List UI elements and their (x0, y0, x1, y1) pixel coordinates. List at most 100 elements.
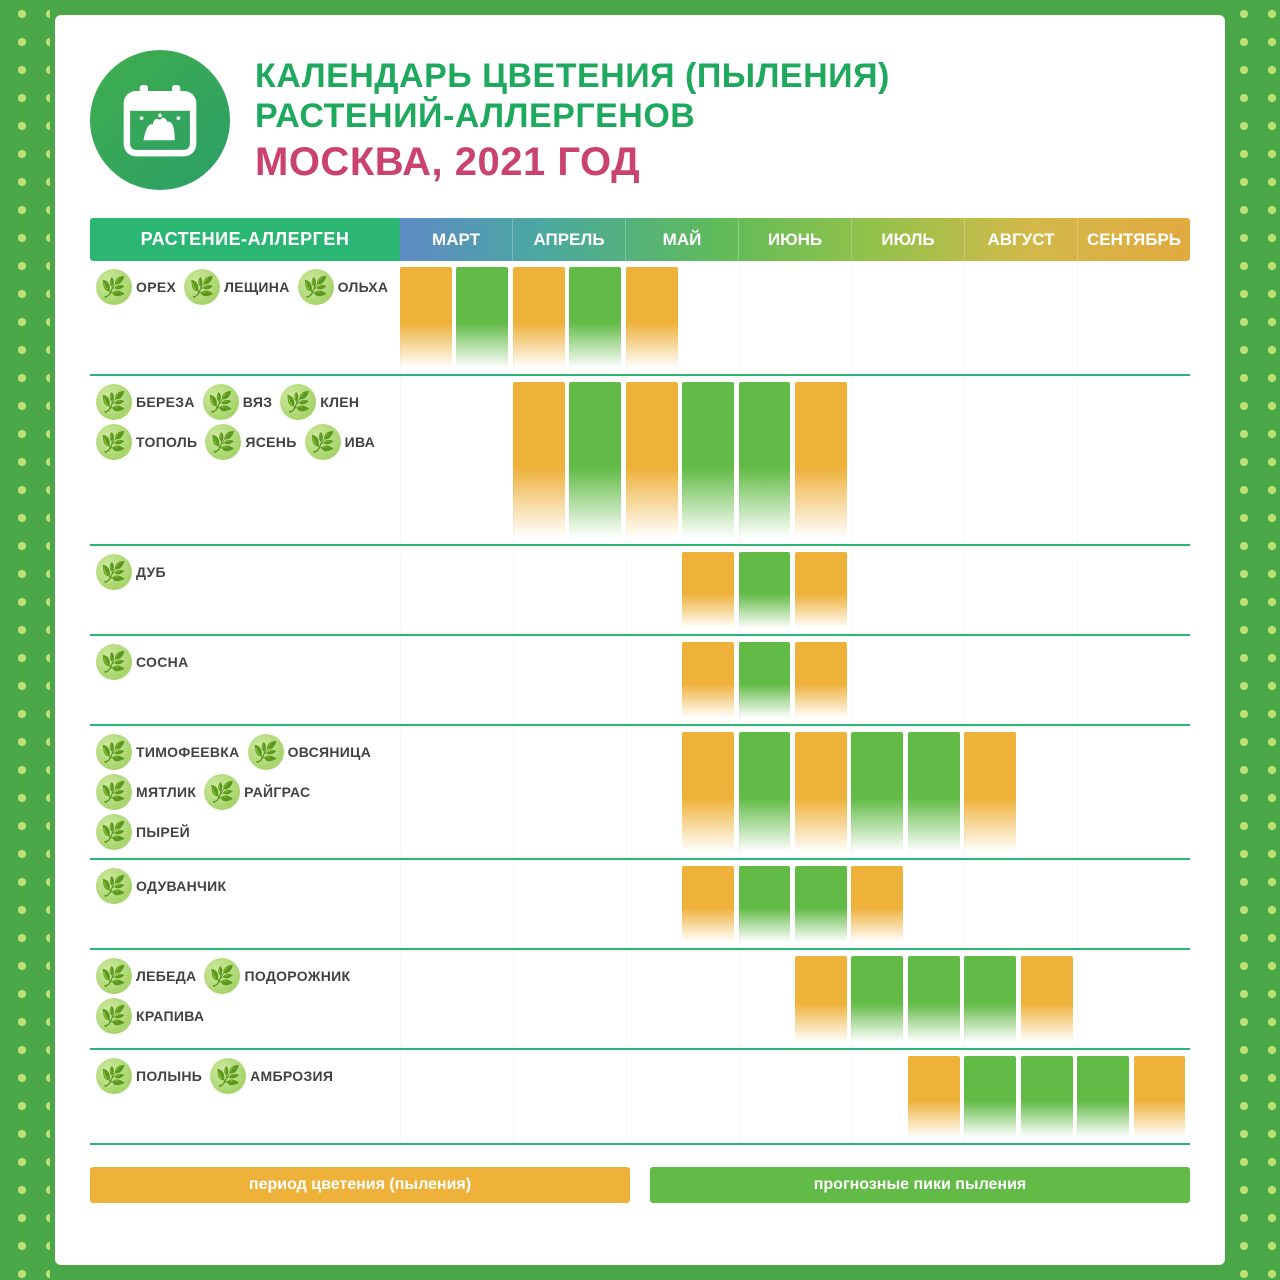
plant-label: 🌿БЕРЕЗА (96, 384, 195, 420)
segment-peak (795, 732, 847, 852)
calendar-row: 🌿ОРЕХ🌿ЛЕЩИНА🌿ОЛЬХА (90, 261, 1190, 376)
segment-period (851, 956, 903, 1042)
segment-peak (908, 1056, 960, 1137)
label-column-header: РАСТЕНИЕ-АЛЛЕРГЕН (90, 218, 400, 261)
plant-label: 🌿КРАПИВА (96, 998, 204, 1034)
segment-period (739, 382, 791, 538)
plant-name: ОДУВАНЧИК (136, 878, 226, 894)
row-bars (400, 1050, 1190, 1143)
title-line-1: КАЛЕНДАРЬ ЦВЕТЕНИЯ (ПЫЛЕНИЯ) (255, 56, 890, 96)
plant-label: 🌿ЯСЕНЬ (205, 424, 296, 460)
plant-name: ВЯЗ (243, 394, 273, 410)
plant-label: 🌿ВЯЗ (203, 384, 273, 420)
segment-peak (513, 382, 565, 538)
row-label: 🌿ДУБ (90, 546, 400, 634)
segment-peak (682, 552, 734, 628)
legend-item: период цветения (пыления) (90, 1167, 630, 1203)
row-label: 🌿ОРЕХ🌿ЛЕЩИНА🌿ОЛЬХА (90, 261, 400, 374)
segment-period (739, 642, 791, 718)
segment-peak (400, 267, 452, 368)
plant-name: МЯТЛИК (136, 784, 196, 800)
plant-label: 🌿ПОДОРОЖНИК (204, 958, 350, 994)
row-bars (400, 546, 1190, 634)
plant-icon: 🌿 (96, 554, 132, 590)
plant-name: ТОПОЛЬ (136, 434, 197, 450)
row-bars (400, 261, 1190, 374)
segment-period (739, 866, 791, 942)
plant-icon: 🌿 (96, 424, 132, 460)
segment-peak (964, 732, 1016, 852)
title-line-2: РАСТЕНИЙ-АЛЛЕРГЕНОВ (255, 96, 890, 136)
plant-name: АМБРОЗИЯ (250, 1068, 333, 1084)
segment-period (1077, 1056, 1129, 1137)
plant-label: 🌿ДУБ (96, 554, 166, 590)
plant-icon: 🌿 (96, 734, 132, 770)
plant-label: 🌿СОСНА (96, 644, 188, 680)
segment-peak (1134, 1056, 1186, 1137)
plant-label: 🌿РАЙГРАС (204, 774, 310, 810)
plant-name: ЯСЕНЬ (245, 434, 296, 450)
segment-period (682, 382, 734, 538)
month-header: АПРЕЛЬ (512, 218, 625, 261)
plant-icon: 🌿 (210, 1058, 246, 1094)
plant-name: ОЛЬХА (338, 279, 389, 295)
plant-icon: 🌿 (204, 774, 240, 810)
infographic-card: КАЛЕНДАРЬ ЦВЕТЕНИЯ (ПЫЛЕНИЯ) РАСТЕНИЙ-АЛ… (55, 15, 1225, 1265)
segment-period (908, 956, 960, 1042)
row-label: 🌿СОСНА (90, 636, 400, 724)
row-bars (400, 726, 1190, 858)
calendar-row: 🌿ТИМОФЕЕВКА🌿ОВСЯНИЦА🌿МЯТЛИК🌿РАЙГРАС🌿ПЫРЕ… (90, 726, 1190, 860)
plant-icon: 🌿 (96, 774, 132, 810)
segment-peak (513, 267, 565, 368)
calendar-row: 🌿ДУБ (90, 546, 1190, 636)
month-header: АВГУСТ (964, 218, 1077, 261)
segment-peak (682, 866, 734, 942)
calendar-row: 🌿ПОЛЫНЬ🌿АМБРОЗИЯ (90, 1050, 1190, 1145)
segment-peak (795, 552, 847, 628)
plant-label: 🌿ТОПОЛЬ (96, 424, 197, 460)
calendar-row: 🌿ОДУВАНЧИК (90, 860, 1190, 950)
plant-icon: 🌿 (96, 998, 132, 1034)
months-header: РАСТЕНИЕ-АЛЛЕРГЕН МАРТАПРЕЛЬМАЙИЮНЬИЮЛЬА… (90, 218, 1190, 261)
plant-icon: 🌿 (205, 424, 241, 460)
segment-period (908, 732, 960, 852)
row-label: 🌿ПОЛЫНЬ🌿АМБРОЗИЯ (90, 1050, 400, 1143)
segment-peak (626, 382, 678, 538)
row-label: 🌿ТИМОФЕЕВКА🌿ОВСЯНИЦА🌿МЯТЛИК🌿РАЙГРАС🌿ПЫРЕ… (90, 726, 400, 858)
plant-icon: 🌿 (305, 424, 341, 460)
plant-name: ПЫРЕЙ (136, 824, 190, 840)
legend-item: прогнозные пики пыления (650, 1167, 1190, 1203)
subtitle: МОСКВА, 2021 ГОД (255, 140, 890, 185)
plant-label: 🌿АМБРОЗИЯ (210, 1058, 333, 1094)
plant-label: 🌿ИВА (305, 424, 376, 460)
decorative-dots-left (0, 0, 50, 1280)
segment-period (795, 866, 847, 942)
month-header: ИЮНЬ (738, 218, 851, 261)
segment-peak (795, 956, 847, 1042)
plant-icon: 🌿 (298, 269, 334, 305)
plant-label: 🌿ОВСЯНИЦА (248, 734, 372, 770)
segment-peak (795, 382, 847, 538)
plant-icon: 🌿 (248, 734, 284, 770)
header: КАЛЕНДАРЬ ЦВЕТЕНИЯ (ПЫЛЕНИЯ) РАСТЕНИЙ-АЛ… (90, 50, 1190, 190)
plant-name: ЛЕЩИНА (224, 279, 290, 295)
plant-name: КЛЕН (320, 394, 359, 410)
plant-icon: 🌿 (280, 384, 316, 420)
segment-peak (1021, 956, 1073, 1042)
plant-label: 🌿ОЛЬХА (298, 269, 389, 305)
plant-name: ДУБ (136, 564, 166, 580)
plant-label: 🌿ОРЕХ (96, 269, 176, 305)
plant-icon: 🌿 (96, 868, 132, 904)
segment-period (569, 267, 621, 368)
segment-peak (626, 267, 678, 368)
row-bars (400, 950, 1190, 1048)
plant-icon: 🌿 (96, 269, 132, 305)
calendar-row: 🌿ЛЕБЕДА🌿ПОДОРОЖНИК🌿КРАПИВА (90, 950, 1190, 1050)
plant-label: 🌿ТИМОФЕЕВКА (96, 734, 240, 770)
segment-period (1021, 1056, 1073, 1137)
plant-name: БЕРЕЗА (136, 394, 195, 410)
rows-container: 🌿ОРЕХ🌿ЛЕЩИНА🌿ОЛЬХА🌿БЕРЕЗА🌿ВЯЗ🌿КЛЕН🌿ТОПОЛ… (90, 261, 1190, 1145)
segment-period (964, 1056, 1016, 1137)
calendar-flower-icon (90, 50, 230, 190)
plant-icon: 🌿 (96, 384, 132, 420)
